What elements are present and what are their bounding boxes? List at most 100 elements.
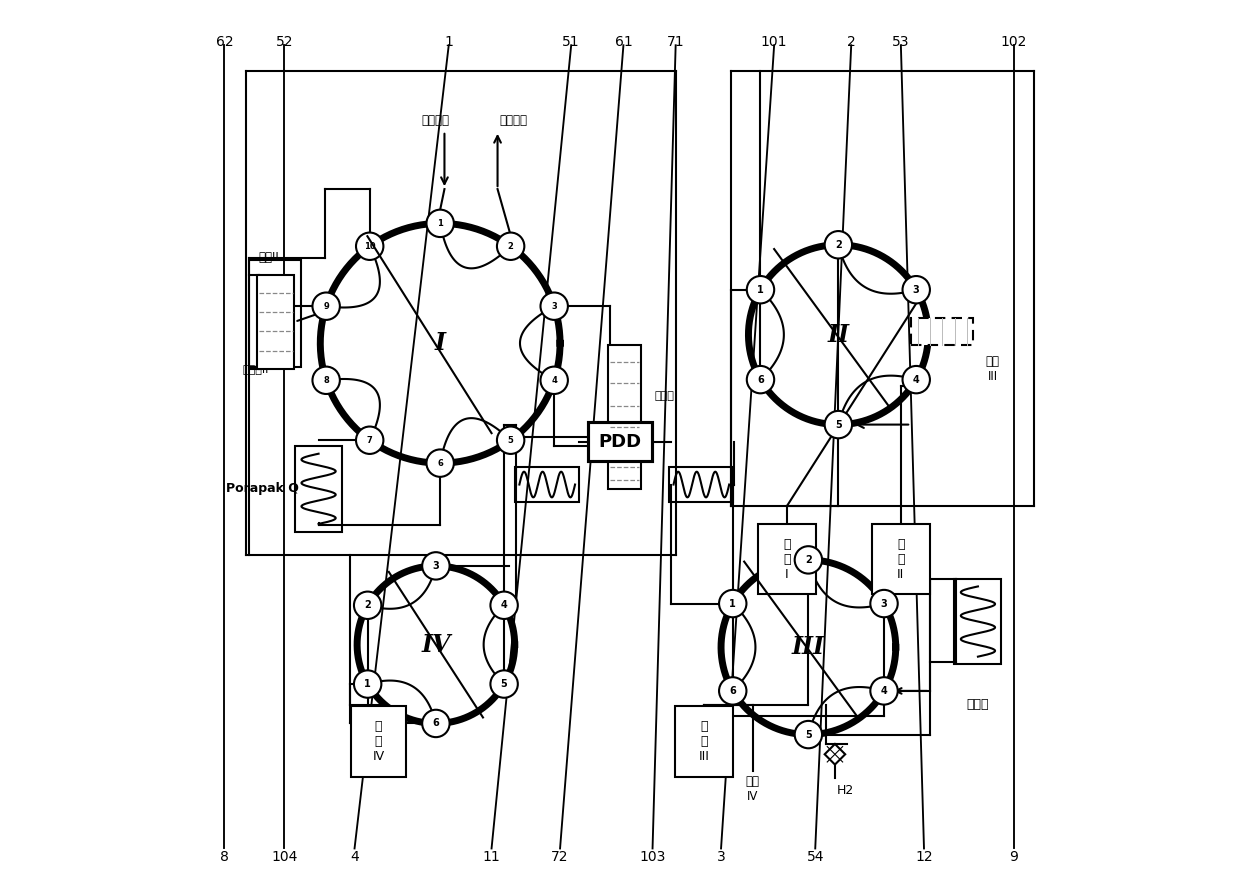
Bar <box>670 467 734 501</box>
Text: 6: 6 <box>433 718 439 729</box>
Bar <box>758 524 816 594</box>
Circle shape <box>870 677 898 705</box>
Circle shape <box>795 721 822 748</box>
Text: 载气I: 载气I <box>615 478 632 491</box>
Bar <box>608 345 641 444</box>
Text: 62: 62 <box>216 35 233 49</box>
Text: 2: 2 <box>835 240 842 250</box>
Circle shape <box>312 367 340 394</box>
Text: 10: 10 <box>363 242 376 251</box>
Circle shape <box>422 710 450 737</box>
Text: 4: 4 <box>501 600 507 610</box>
Text: 9: 9 <box>324 301 329 310</box>
Text: 104: 104 <box>272 850 298 864</box>
Text: 1: 1 <box>444 35 453 49</box>
Text: 9: 9 <box>1009 850 1018 864</box>
Bar <box>515 467 579 501</box>
Text: 3: 3 <box>717 850 725 864</box>
Circle shape <box>825 411 852 438</box>
Text: 61: 61 <box>615 35 632 49</box>
Text: 51: 51 <box>563 35 580 49</box>
Text: 载气
III: 载气 III <box>986 355 999 383</box>
Circle shape <box>746 366 774 393</box>
Circle shape <box>353 671 382 698</box>
Text: 3: 3 <box>552 301 557 310</box>
Text: 3: 3 <box>433 561 439 571</box>
Bar <box>295 446 342 532</box>
Text: 5: 5 <box>835 419 842 430</box>
Text: 4: 4 <box>880 686 888 696</box>
Bar <box>675 706 733 777</box>
Text: 3: 3 <box>913 285 920 294</box>
Circle shape <box>719 590 746 617</box>
Bar <box>351 706 407 777</box>
Text: 定量管I: 定量管I <box>655 390 677 400</box>
Circle shape <box>870 590 898 617</box>
Text: 6: 6 <box>729 686 737 696</box>
Text: 1: 1 <box>729 599 737 608</box>
Circle shape <box>312 293 340 320</box>
Circle shape <box>903 366 930 393</box>
Text: 8: 8 <box>219 850 229 864</box>
Circle shape <box>427 450 454 477</box>
Circle shape <box>497 233 525 260</box>
Circle shape <box>353 591 382 619</box>
Text: 针
阀
II: 针 阀 II <box>897 538 905 581</box>
Text: 5: 5 <box>507 435 513 445</box>
Text: 7: 7 <box>367 435 372 445</box>
Text: 1: 1 <box>758 285 764 294</box>
Text: 载气II: 载气II <box>258 252 279 264</box>
Text: 4: 4 <box>552 376 557 384</box>
Text: 5: 5 <box>805 730 812 739</box>
Circle shape <box>356 426 383 454</box>
Text: 102: 102 <box>1001 35 1027 49</box>
Text: 样品进气: 样品进气 <box>422 114 450 127</box>
Bar <box>911 318 973 345</box>
Text: 脱氧柱: 脱氧柱 <box>967 698 990 711</box>
Circle shape <box>795 546 822 574</box>
Text: 3: 3 <box>880 599 888 608</box>
Text: 6: 6 <box>758 375 764 384</box>
Text: 52: 52 <box>275 35 293 49</box>
Circle shape <box>719 677 746 705</box>
Text: 6: 6 <box>438 458 443 467</box>
Text: 针
阀
III: 针 阀 III <box>698 720 709 763</box>
Text: 12: 12 <box>915 850 932 864</box>
Text: II: II <box>827 323 849 347</box>
Bar <box>872 524 930 594</box>
Text: PDD: PDD <box>599 433 641 450</box>
Text: 53: 53 <box>892 35 910 49</box>
Text: 2: 2 <box>507 242 513 251</box>
Circle shape <box>541 293 568 320</box>
Text: Porapak Q: Porapak Q <box>226 483 299 495</box>
Text: 定量管II: 定量管II <box>243 364 269 374</box>
Text: 103: 103 <box>640 850 666 864</box>
Text: 5: 5 <box>501 679 507 689</box>
Text: 54: 54 <box>806 850 825 864</box>
Text: H2: H2 <box>837 784 854 797</box>
Text: III: III <box>792 635 825 659</box>
Bar <box>258 275 294 369</box>
Text: 针
阀
I: 针 阀 I <box>784 538 791 581</box>
Text: 71: 71 <box>667 35 684 49</box>
Circle shape <box>497 426 525 454</box>
Text: 2: 2 <box>365 600 371 610</box>
Circle shape <box>825 231 852 259</box>
Text: 载气
IV: 载气 IV <box>745 774 760 803</box>
Bar <box>955 579 1002 665</box>
Text: 2: 2 <box>805 555 812 565</box>
Circle shape <box>746 276 774 303</box>
Text: I: I <box>435 331 445 355</box>
Text: 101: 101 <box>761 35 787 49</box>
Bar <box>588 423 652 461</box>
Text: 2: 2 <box>847 35 856 49</box>
Text: 针
阀
IV: 针 阀 IV <box>372 720 384 763</box>
Text: IV: IV <box>422 632 450 657</box>
Circle shape <box>903 276 930 303</box>
Text: 4: 4 <box>913 375 920 384</box>
Circle shape <box>541 367 568 394</box>
Text: 1: 1 <box>365 679 371 689</box>
Text: 1: 1 <box>438 219 443 227</box>
Circle shape <box>490 671 518 698</box>
Circle shape <box>356 233 383 260</box>
